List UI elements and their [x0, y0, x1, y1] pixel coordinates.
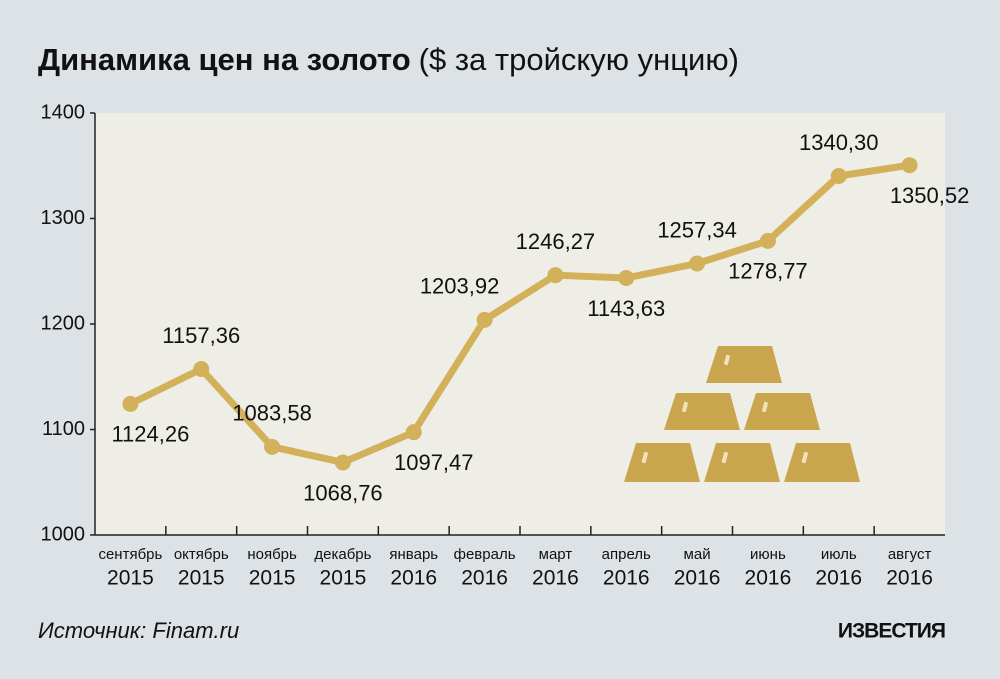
gold-bars-icon — [624, 346, 860, 482]
line — [128, 161, 911, 466]
x-tick-label: 2016 — [461, 567, 508, 590]
point — [547, 267, 564, 284]
point — [476, 311, 493, 328]
x-tick-label: 2016 — [886, 567, 933, 590]
x-tick-label: 2016 — [603, 567, 650, 590]
x-tick-label: декабрь — [314, 546, 371, 563]
point — [405, 424, 422, 441]
x-tick-label: 2016 — [815, 567, 862, 590]
point — [901, 157, 918, 174]
x-tick-label: 2016 — [674, 567, 721, 590]
data-label: 1257,34 — [657, 217, 737, 242]
x-tick-label: 2015 — [178, 567, 225, 590]
y-tick-label: 1300 — [41, 207, 86, 229]
x-tick-label: ноябрь — [247, 546, 297, 563]
data-label: 1340,30 — [799, 130, 879, 155]
x-tick-label: 2016 — [745, 567, 792, 590]
x-tick-label: март — [539, 546, 573, 563]
y-tick-label: 1400 — [41, 101, 86, 123]
x-tick-label: 2015 — [249, 567, 296, 590]
x-tick-label: июль — [821, 546, 857, 563]
data-label: 1124,26 — [111, 422, 189, 447]
point — [122, 395, 139, 412]
point — [689, 255, 706, 272]
point — [830, 167, 847, 184]
chart-title-group: Динамика цен на золото ($ за тройскую унц… — [38, 42, 739, 77]
point — [759, 232, 776, 249]
data-label: 1350,52 — [890, 183, 970, 208]
x-tick-label: апрель — [602, 546, 651, 563]
data-label: 1157,36 — [162, 323, 240, 348]
x-tick-label: 2016 — [390, 567, 437, 590]
data-label: 1246,27 — [516, 229, 596, 254]
data-label: 1143,63 — [587, 296, 665, 321]
point — [193, 360, 210, 377]
data-label: 1083,58 — [232, 401, 312, 426]
point — [618, 269, 635, 286]
y-tick-label: 1100 — [42, 418, 85, 440]
point — [334, 454, 351, 471]
data-label: 1203,92 — [420, 274, 500, 299]
chart-title: Динамика цен на золото — [38, 42, 411, 77]
y-tick-label: 1200 — [41, 312, 86, 334]
chart-subtitle: ($ за тройскую унцию) — [419, 42, 739, 77]
x-tick-label: февраль — [454, 546, 516, 563]
logo: ИЗВЕСТИЯ — [838, 620, 945, 643]
y-tick-label: 1000 — [41, 523, 86, 545]
x-tick-label: январь — [389, 546, 438, 563]
x-tick-label: 2015 — [320, 567, 367, 590]
x-tick-label: сентябрь — [98, 546, 162, 563]
x-tick-label: август — [888, 546, 932, 563]
source: Источник: Finam.ru — [38, 618, 239, 643]
x-tick-label: 2016 — [532, 567, 579, 590]
point — [264, 438, 281, 455]
data-label: 1278,77 — [728, 259, 808, 284]
data-label: 1097,47 — [394, 450, 474, 475]
x-tick-label: октябрь — [174, 546, 229, 563]
x-tick-label: 2015 — [107, 567, 154, 590]
x-tick-label: май — [684, 546, 711, 563]
x-tick-label: июнь — [750, 546, 786, 563]
data-label: 1068,76 — [303, 480, 383, 505]
